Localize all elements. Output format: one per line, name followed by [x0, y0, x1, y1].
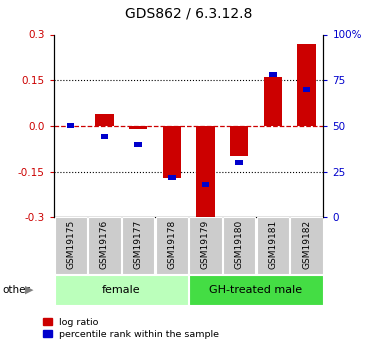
- Bar: [223, 217, 255, 274]
- Text: GSM19179: GSM19179: [201, 220, 210, 269]
- Bar: [189, 217, 222, 274]
- Bar: [101, 135, 108, 139]
- Bar: [95, 114, 114, 126]
- Bar: [264, 77, 282, 126]
- Bar: [269, 72, 276, 77]
- Text: ▶: ▶: [25, 285, 33, 295]
- Bar: [257, 217, 289, 274]
- Text: GDS862 / 6.3.12.8: GDS862 / 6.3.12.8: [125, 7, 252, 21]
- Bar: [122, 217, 154, 274]
- Text: GSM19178: GSM19178: [167, 220, 176, 269]
- Legend: log ratio, percentile rank within the sample: log ratio, percentile rank within the sa…: [43, 318, 219, 338]
- Bar: [189, 275, 323, 305]
- Text: GH-treated male: GH-treated male: [209, 285, 303, 295]
- Bar: [88, 217, 121, 274]
- Text: GSM19177: GSM19177: [134, 220, 142, 269]
- Bar: [55, 217, 87, 274]
- Text: GSM19180: GSM19180: [235, 220, 244, 269]
- Text: other: other: [2, 285, 30, 295]
- Bar: [134, 142, 142, 147]
- Bar: [230, 126, 248, 156]
- Bar: [129, 126, 147, 129]
- Text: GSM19175: GSM19175: [66, 220, 75, 269]
- Bar: [168, 175, 176, 179]
- Text: GSM19181: GSM19181: [268, 220, 277, 269]
- Bar: [236, 160, 243, 165]
- Bar: [162, 126, 181, 178]
- Bar: [290, 217, 323, 274]
- Bar: [156, 217, 188, 274]
- Bar: [196, 126, 215, 219]
- Bar: [55, 275, 188, 305]
- Bar: [303, 87, 310, 92]
- Text: GSM19176: GSM19176: [100, 220, 109, 269]
- Bar: [202, 182, 209, 187]
- Bar: [297, 43, 316, 126]
- Bar: [67, 124, 74, 128]
- Text: GSM19182: GSM19182: [302, 220, 311, 269]
- Text: female: female: [102, 285, 141, 295]
